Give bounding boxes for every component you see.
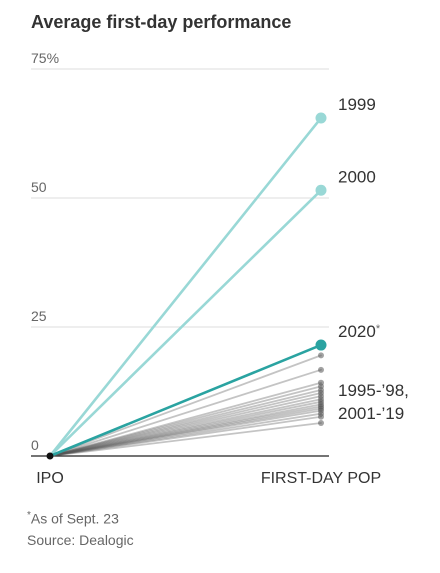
series-line <box>49 352 324 457</box>
line-segment <box>49 398 322 457</box>
y-axis-tick-labels: 0 25 50 75% <box>31 50 59 453</box>
series-labels: 1999 2000 2020* 1995-’98, 2001-’19 <box>338 95 409 423</box>
y-tick-label: 50 <box>31 179 47 195</box>
group-label-line: 1995-’98, <box>338 381 409 400</box>
line-segment <box>49 409 322 457</box>
series-line <box>48 112 327 458</box>
line-segment <box>49 407 322 457</box>
series-label-name: 1999 <box>338 95 376 114</box>
line-segment <box>49 392 322 457</box>
series-line <box>49 413 324 457</box>
origin-point <box>46 452 54 460</box>
line-segment <box>49 412 322 457</box>
line-segment <box>49 403 322 457</box>
line-segment <box>49 385 322 457</box>
end-point <box>315 112 327 124</box>
line-segment <box>49 368 322 457</box>
source-note: Source: Dealogic <box>27 531 134 548</box>
y-tick-label: 25 <box>31 308 47 324</box>
end-point <box>315 184 327 196</box>
series-lines <box>46 112 327 460</box>
series-line <box>49 419 324 457</box>
footnote: *As of Sept. 23 Source: Dealogic <box>27 505 134 551</box>
series-line <box>48 184 327 458</box>
series-label: 1999 <box>338 95 376 114</box>
end-point <box>318 413 324 420</box>
line-segment <box>49 389 322 457</box>
end-point <box>318 419 324 426</box>
series-label-name: 2020 <box>338 322 376 341</box>
line-segment <box>48 188 323 458</box>
chart-title: Average first-day performance <box>31 12 292 32</box>
group-label: 1995-’98, 2001-’19 <box>338 381 409 423</box>
gridlines <box>31 68 329 457</box>
line-segment <box>49 354 322 457</box>
group-label-line: 2001-’19 <box>338 404 404 423</box>
y-tick-label: 75% <box>31 50 59 66</box>
line-segment <box>49 400 322 457</box>
y-tick-label: 0 <box>31 437 39 453</box>
end-point <box>315 339 327 351</box>
footnote-note-text: As of Sept. 23 <box>30 510 119 527</box>
line-segment <box>49 422 322 457</box>
series-label-name: 2000 <box>338 167 376 186</box>
series-line <box>48 339 327 458</box>
x-axis-category-labels: IPO FIRST-DAY POP <box>36 470 381 487</box>
line-segment <box>49 381 322 457</box>
series-label-marker: * <box>376 323 381 335</box>
end-point <box>318 352 324 359</box>
line-segment <box>49 395 322 457</box>
line-segment <box>49 415 322 457</box>
series-label: 2020* <box>338 322 381 341</box>
footnote-note: *As of Sept. 23 <box>27 505 134 530</box>
x-category-label: FIRST-DAY POP <box>261 470 381 487</box>
line-segment <box>48 116 323 458</box>
footnote-marker: * <box>27 510 31 521</box>
series-line <box>49 366 324 457</box>
end-point <box>318 366 324 373</box>
x-category-label: IPO <box>36 470 64 487</box>
line-segment <box>48 343 323 458</box>
series-label: 2000 <box>338 167 376 186</box>
line-segment <box>49 405 322 457</box>
